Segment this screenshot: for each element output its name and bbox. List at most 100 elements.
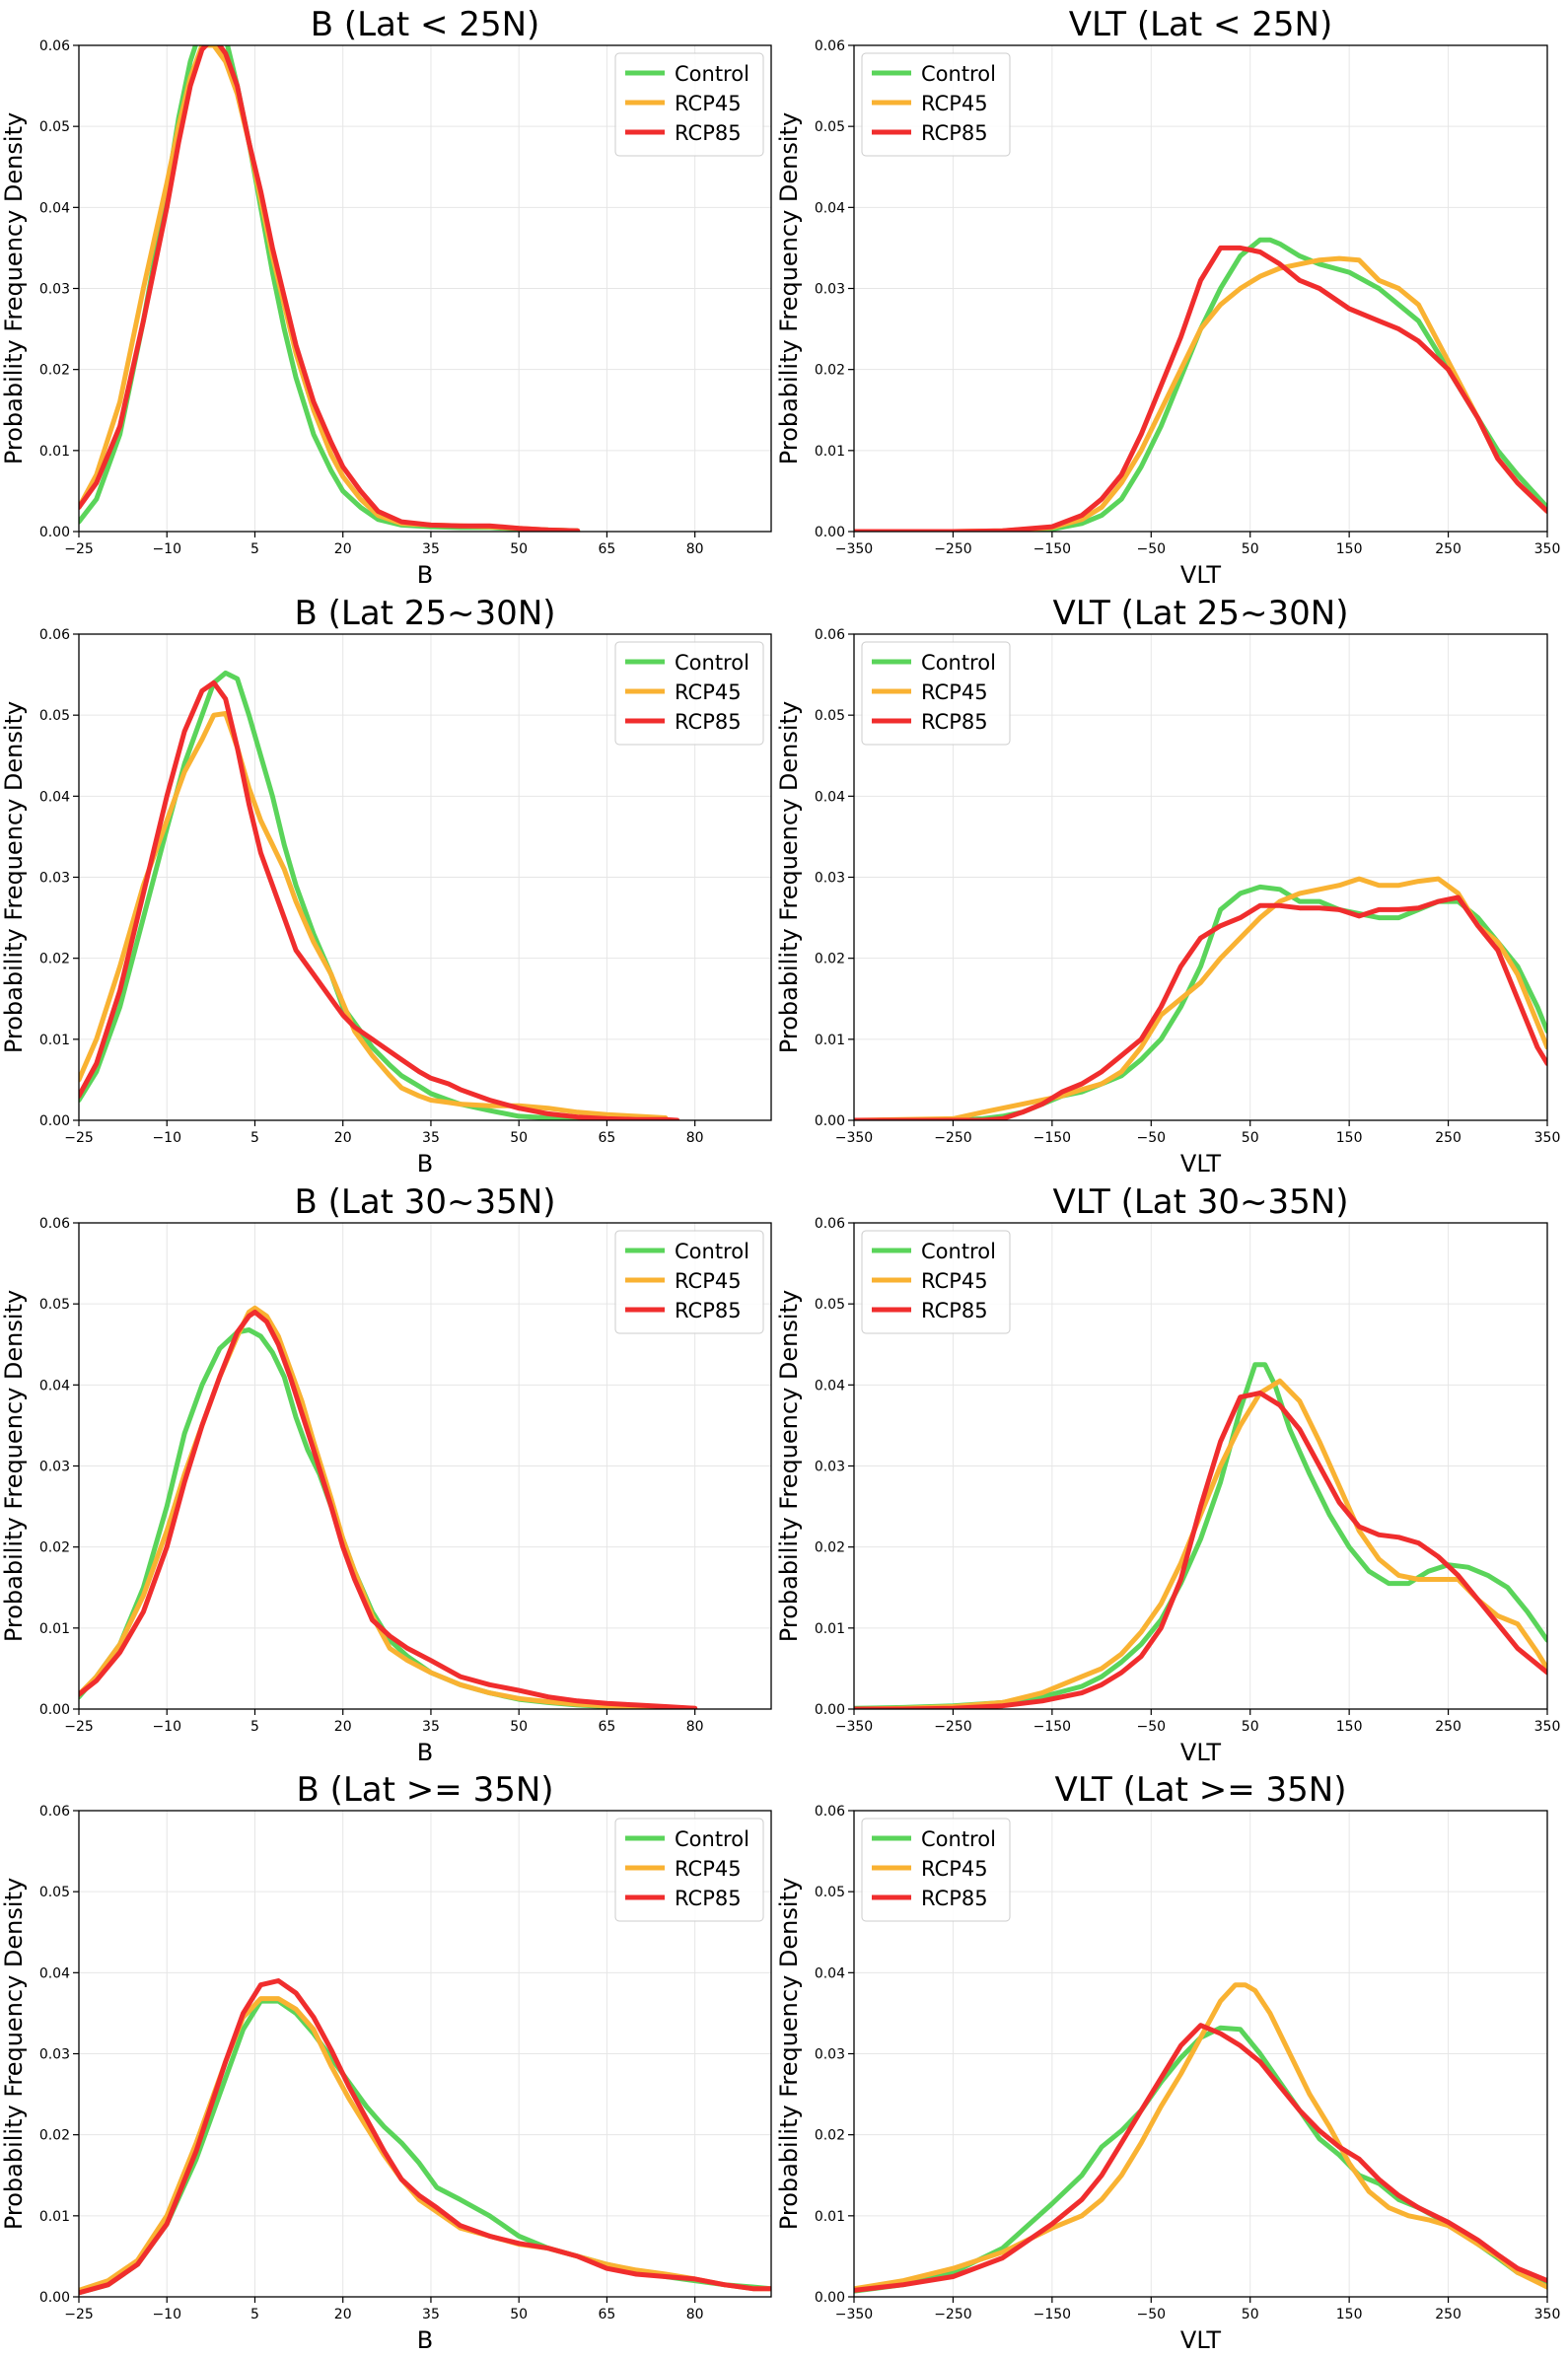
legend-label-rcp45: RCP45 bbox=[675, 680, 742, 704]
legend-label-rcp45: RCP45 bbox=[921, 1857, 988, 1881]
y-tick-label: 0.00 bbox=[39, 1702, 70, 1718]
legend-label-control: Control bbox=[675, 1827, 749, 1851]
y-tick-label: 0.06 bbox=[815, 1216, 845, 1232]
y-tick-label: 0.04 bbox=[815, 1378, 845, 1393]
y-axis-label: Probability Frequency Density bbox=[0, 112, 28, 464]
legend-label-rcp85: RCP85 bbox=[675, 710, 742, 734]
x-tick-label: 80 bbox=[686, 1719, 704, 1735]
legend-label-rcp45: RCP45 bbox=[921, 1269, 988, 1293]
series-line-rcp45 bbox=[854, 255, 1547, 532]
series-line-rcp45 bbox=[854, 1982, 1547, 2292]
chart-title: VLT (Lat < 25N) bbox=[1069, 5, 1333, 44]
x-tick-label: 80 bbox=[686, 541, 704, 557]
y-tick-label: 0.00 bbox=[39, 525, 70, 540]
y-tick-label: 0.03 bbox=[39, 2047, 70, 2063]
y-tick-label: 0.05 bbox=[815, 1297, 845, 1313]
x-tick-label: 5 bbox=[250, 541, 259, 557]
y-tick-label: 0.06 bbox=[39, 627, 70, 643]
x-tick-label: −10 bbox=[152, 1130, 181, 1146]
x-tick-label: 5 bbox=[250, 2307, 259, 2322]
x-tick-label: 350 bbox=[1534, 541, 1561, 557]
x-tick-label: −250 bbox=[934, 2307, 971, 2322]
legend: Control RCP45 RCP85 bbox=[861, 52, 1011, 157]
x-tick-label: 150 bbox=[1336, 1719, 1363, 1735]
x-tick-label: −50 bbox=[1137, 1130, 1167, 1146]
legend-label-control: Control bbox=[921, 1827, 996, 1851]
x-tick-label: 65 bbox=[599, 1719, 616, 1735]
y-tick-label: 0.04 bbox=[39, 1965, 70, 1981]
legend-label-rcp45: RCP45 bbox=[675, 92, 742, 115]
x-axis-label: B bbox=[417, 1150, 433, 1178]
x-tick-label: −250 bbox=[934, 541, 971, 557]
x-tick-label: −150 bbox=[1033, 541, 1071, 557]
series-line-rcp85 bbox=[79, 45, 581, 532]
legend-label-control: Control bbox=[675, 62, 749, 86]
x-tick-label: 35 bbox=[422, 1719, 440, 1735]
x-tick-label: −350 bbox=[835, 1130, 873, 1146]
chart-title: B (Lat < 25N) bbox=[311, 5, 540, 44]
chart-panel-4: −350 −250 −150 −50 50 150 250 350 0.00 0.01 0.02 0.… bbox=[775, 594, 1560, 1178]
series-line-rcp85 bbox=[854, 1391, 1547, 1709]
y-tick-label: 0.01 bbox=[815, 1621, 845, 1637]
y-tick-label: 0.04 bbox=[815, 200, 845, 216]
chart-title: B (Lat 30~35N) bbox=[294, 1182, 555, 1222]
y-tick-label: 0.03 bbox=[39, 282, 70, 298]
legend-label-control: Control bbox=[921, 62, 996, 86]
x-tick-label: 65 bbox=[599, 2307, 616, 2322]
chart-title: VLT (Lat 30~35N) bbox=[1053, 1182, 1349, 1222]
legend-label-control: Control bbox=[921, 1240, 996, 1263]
y-tick-label: 0.03 bbox=[815, 1460, 845, 1475]
y-tick-label: 0.03 bbox=[39, 1460, 70, 1475]
series-line-rcp85 bbox=[854, 245, 1547, 532]
x-tick-label: 65 bbox=[599, 541, 616, 557]
x-tick-label: 35 bbox=[422, 2307, 440, 2322]
chart-panel-5: −25 −10 5 20 35 50 65 80 0.00 0.01 0.02 0.03 0.04 0.0… bbox=[0, 1182, 772, 1766]
chart-title: VLT (Lat >= 35N) bbox=[1054, 1770, 1346, 1810]
chart-panel-3: −25 −10 5 20 35 50 65 80 0.00 0.01 0.02 0.03 0.04 0.0… bbox=[0, 594, 772, 1178]
legend-label-rcp85: RCP85 bbox=[921, 1887, 988, 1910]
y-tick-label: 0.00 bbox=[815, 525, 845, 540]
legend-label-rcp85: RCP85 bbox=[921, 1299, 988, 1322]
x-tick-label: 150 bbox=[1336, 2307, 1363, 2322]
y-tick-label: 0.05 bbox=[815, 119, 845, 135]
y-axis-label: Probability Frequency Density bbox=[775, 1290, 803, 1642]
y-tick-label: 0.05 bbox=[39, 119, 70, 135]
y-tick-label: 0.02 bbox=[815, 2128, 845, 2144]
x-tick-label: 350 bbox=[1534, 2307, 1561, 2322]
x-axis-label: VLT bbox=[1180, 1739, 1221, 1766]
y-tick-label: 0.03 bbox=[39, 871, 70, 887]
y-tick-label: 0.01 bbox=[815, 1033, 845, 1048]
chart-panel-6: −350 −250 −150 −50 50 150 250 350 0.00 0.01 0.02 0.… bbox=[775, 1182, 1560, 1766]
x-tick-label: 20 bbox=[334, 541, 352, 557]
x-tick-label: −150 bbox=[1033, 1719, 1071, 1735]
legend-label-rcp85: RCP85 bbox=[675, 1887, 742, 1910]
y-tick-label: 0.00 bbox=[815, 1113, 845, 1129]
y-tick-label: 0.02 bbox=[39, 1540, 70, 1556]
x-axis-label: VLT bbox=[1180, 561, 1221, 589]
y-tick-label: 0.03 bbox=[815, 871, 845, 887]
y-axis-label: Probability Frequency Density bbox=[775, 1878, 803, 2230]
legend-label-control: Control bbox=[921, 651, 996, 675]
x-tick-label: 150 bbox=[1336, 1130, 1363, 1146]
x-axis-label: B bbox=[417, 1739, 433, 1766]
y-axis-label: Probability Frequency Density bbox=[0, 701, 28, 1053]
legend-label-control: Control bbox=[675, 651, 749, 675]
legend: Control RCP45 RCP85 bbox=[614, 1230, 764, 1334]
x-tick-label: −10 bbox=[152, 1719, 181, 1735]
y-tick-label: 0.04 bbox=[39, 789, 70, 805]
legend-label-rcp85: RCP85 bbox=[675, 121, 742, 145]
legend: Control RCP45 RCP85 bbox=[861, 1230, 1011, 1334]
x-tick-label: 5 bbox=[250, 1719, 259, 1735]
y-tick-label: 0.01 bbox=[39, 444, 70, 460]
y-tick-label: 0.01 bbox=[39, 1621, 70, 1637]
y-tick-label: 0.02 bbox=[815, 1540, 845, 1556]
x-tick-label: 250 bbox=[1435, 1719, 1461, 1735]
x-axis-label: VLT bbox=[1180, 1150, 1221, 1178]
legend: Control RCP45 RCP85 bbox=[614, 641, 764, 746]
x-tick-label: 5 bbox=[250, 1130, 259, 1146]
series-line-rcp85 bbox=[79, 1978, 771, 2296]
x-tick-label: 65 bbox=[599, 1130, 616, 1146]
y-tick-label: 0.02 bbox=[815, 952, 845, 967]
x-tick-label: −50 bbox=[1137, 1719, 1167, 1735]
